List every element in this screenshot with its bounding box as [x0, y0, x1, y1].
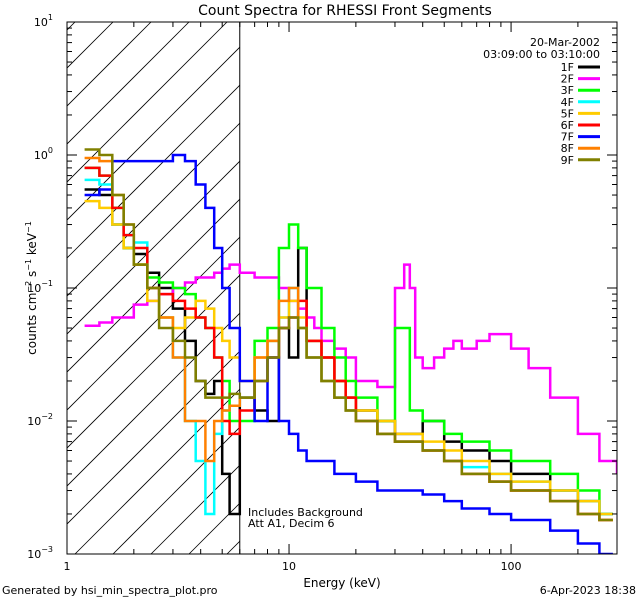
- y-tick-label: 100: [34, 146, 53, 162]
- legend-label-1f: 1F: [561, 61, 574, 74]
- footer-timestamp: 6-Apr-2023 18:38: [540, 584, 636, 597]
- annotation-line-1: Includes Background: [248, 506, 363, 519]
- legend-label-4f: 4F: [561, 96, 574, 109]
- time-range-label: 03:09:00 to 03:10:00: [483, 48, 600, 61]
- x-tick-label: 1: [64, 560, 71, 573]
- y-tick-label: 10−2: [27, 412, 53, 428]
- x-axis-label: Energy (keV): [303, 576, 380, 590]
- x-tick-label: 100: [501, 560, 522, 573]
- date-label: 20-Mar-2002: [530, 36, 600, 49]
- annotation-line-2: Att A1, Decim 6: [248, 517, 335, 530]
- legend-label-3f: 3F: [561, 84, 574, 97]
- series-3f: [84, 166, 613, 516]
- x-tick-label: 10: [282, 560, 296, 573]
- footer-generated-by: Generated by hsi_min_spectra_plot.pro: [2, 584, 218, 597]
- legend-label-2f: 2F: [561, 73, 574, 86]
- legend-label-5f: 5F: [561, 107, 574, 120]
- series-9f: [84, 148, 613, 522]
- legend-label-9f: 9F: [561, 154, 574, 167]
- y-tick-label: 101: [34, 13, 53, 29]
- legend-label-6f: 6F: [561, 119, 574, 132]
- chart-title: Count Spectra for RHESSI Front Segments: [198, 3, 492, 19]
- background-hatch-region: [67, 22, 617, 554]
- y-tick-label: 10−1: [27, 279, 53, 295]
- series-7f: [84, 153, 613, 554]
- legend-label-7f: 7F: [561, 131, 574, 144]
- y-axis-label: counts cm−2 s−1 keV−1: [24, 221, 39, 355]
- y-tick-label: 10−3: [27, 545, 53, 561]
- legend-label-8f: 8F: [561, 142, 574, 155]
